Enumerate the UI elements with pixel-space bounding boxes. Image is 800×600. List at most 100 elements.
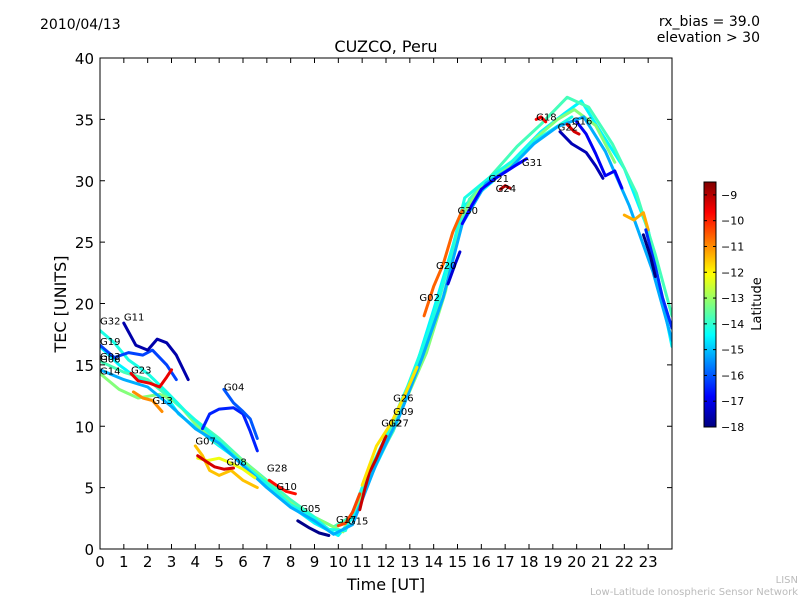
tec-track-21 bbox=[460, 157, 529, 226]
y-tick-label: 15 bbox=[75, 357, 94, 375]
tec-track-17 bbox=[358, 434, 388, 512]
tec-track-24 bbox=[558, 130, 605, 180]
credit-short: LISN bbox=[775, 575, 798, 586]
satellite-label: G07 bbox=[195, 437, 215, 448]
y-tick-label: 35 bbox=[75, 111, 94, 129]
satellite-label: G11 bbox=[124, 313, 144, 324]
x-tick-label: 10 bbox=[329, 553, 348, 571]
satellite-label: G24 bbox=[496, 184, 516, 195]
tec-track-6 bbox=[122, 321, 190, 382]
tec-track-1 bbox=[100, 95, 672, 529]
x-tick-label: 11 bbox=[353, 553, 372, 571]
colorbar-tick-label: −15 bbox=[721, 344, 744, 357]
tec-track-20 bbox=[446, 250, 462, 286]
satellite-label: G20 bbox=[436, 261, 456, 272]
y-tick-label: 5 bbox=[84, 480, 94, 498]
x-tick-label: 21 bbox=[591, 553, 610, 571]
tec-track-11 bbox=[196, 454, 235, 471]
receiver-info: rx_bias = 39.0 elevation > 30 bbox=[657, 14, 760, 46]
tec-track-27 bbox=[622, 211, 650, 232]
satellite-label: G26 bbox=[393, 394, 413, 405]
network-credit: LISN Low-Latitude Ionospheric Sensor Net… bbox=[590, 575, 798, 599]
y-tick-label: 25 bbox=[75, 234, 94, 252]
satellite-label: G13 bbox=[152, 396, 172, 407]
x-axis-label: Time [UT] bbox=[346, 575, 425, 594]
y-axis: 0 5 10 15 20 25 30 35 40 bbox=[75, 50, 672, 559]
colorbar-tick-label: −17 bbox=[721, 395, 744, 408]
satellite-label: G16 bbox=[572, 116, 592, 127]
tec-track-28 bbox=[644, 228, 672, 330]
x-tick-label: 1 bbox=[119, 553, 129, 571]
colorbar-ticks: −9 −10 −11 −12 −13 −14 −15 −16 −17 −18 bbox=[704, 189, 744, 434]
satellite-label: G14 bbox=[100, 367, 120, 378]
rx-bias-label: rx_bias = 39.0 bbox=[658, 14, 760, 30]
x-tick-label: 5 bbox=[214, 553, 224, 571]
satellite-label: G02 bbox=[419, 293, 439, 304]
x-tick-label: 8 bbox=[286, 553, 296, 571]
x-tick-label: 3 bbox=[167, 553, 177, 571]
x-tick-label: 2 bbox=[143, 553, 153, 571]
x-tick-label: 6 bbox=[238, 553, 248, 571]
satellite-label: G32 bbox=[100, 316, 120, 327]
y-tick-label: 40 bbox=[75, 50, 94, 68]
satellite-label: G10 bbox=[276, 482, 296, 493]
colorbar-tick-label: −13 bbox=[721, 292, 744, 305]
satellite-label: G19 bbox=[100, 337, 120, 348]
tec-track-16 bbox=[336, 492, 362, 528]
tec-track-14 bbox=[131, 390, 164, 413]
satellite-label: G18 bbox=[536, 113, 556, 124]
satellite-label: G27 bbox=[388, 418, 408, 429]
y-tick-label: 30 bbox=[75, 173, 94, 191]
tec-track-18 bbox=[360, 365, 419, 487]
x-tick-label: 14 bbox=[424, 553, 443, 571]
satellite-label: G03 bbox=[100, 352, 120, 363]
satellite-label: G15 bbox=[348, 516, 368, 527]
x-tick-label: 0 bbox=[95, 553, 105, 571]
x-tick-label: 12 bbox=[376, 553, 395, 571]
tec-track-19 bbox=[422, 208, 464, 318]
tec-track-0 bbox=[100, 99, 672, 537]
tec-track-5 bbox=[100, 343, 178, 382]
satellite-label: G17 bbox=[336, 515, 356, 526]
x-tick-label: 20 bbox=[567, 553, 586, 571]
credit-long: Low-Latitude Ionospheric Sensor Network bbox=[590, 587, 798, 598]
x-axis: 0 1 2 3 4 5 6 7 8 9 10 11 12 13 14 15 16 17 18 19 20 21 22 23 bbox=[95, 58, 658, 571]
satellite-label: G08 bbox=[226, 458, 246, 469]
elevation-label: elevation > 30 bbox=[656, 30, 760, 46]
x-tick-label: 9 bbox=[310, 553, 320, 571]
y-tick-label: 20 bbox=[75, 296, 94, 314]
satellite-label: G06 bbox=[100, 354, 120, 365]
tec-track-23 bbox=[534, 115, 548, 124]
tec-track-12 bbox=[267, 478, 297, 496]
satellite-label: G12 bbox=[381, 418, 401, 429]
x-tick-label: 13 bbox=[400, 553, 419, 571]
y-axis-label: TEC [UNITS] bbox=[51, 256, 70, 354]
satellite-label: G09 bbox=[393, 407, 413, 418]
x-tick-label: 23 bbox=[639, 553, 658, 571]
tec-track-7 bbox=[201, 406, 259, 453]
tec-track-13 bbox=[129, 368, 173, 389]
x-tick-label: 4 bbox=[191, 553, 201, 571]
tec-track-22 bbox=[498, 184, 512, 191]
colorbar-tick-label: −14 bbox=[721, 318, 744, 331]
tec-track-25 bbox=[575, 120, 624, 190]
x-tick-label: 15 bbox=[448, 553, 467, 571]
y-tick-label: 10 bbox=[75, 418, 94, 436]
colorbar-tick-label: −16 bbox=[721, 369, 744, 382]
tec-track-9 bbox=[193, 444, 259, 490]
tec-track-2 bbox=[100, 108, 617, 534]
satellite-label: G21 bbox=[488, 174, 508, 185]
satellite-label: G28 bbox=[267, 464, 287, 475]
satellite-label: G04 bbox=[224, 383, 244, 394]
colorbar-tick-label: −18 bbox=[721, 421, 744, 434]
tec-track-8 bbox=[222, 387, 259, 440]
series-layer bbox=[100, 95, 672, 537]
colorbar-label: Latitude bbox=[750, 277, 765, 331]
tec-track-4 bbox=[100, 115, 672, 536]
y-tick-label: 0 bbox=[84, 541, 94, 559]
tec-track-29 bbox=[641, 233, 657, 278]
chart-title: CUZCO, Peru bbox=[334, 37, 437, 56]
colorbar: −9 −10 −11 −12 −13 −14 −15 −16 −17 −18 Latitude bbox=[703, 181, 765, 434]
tec-track-26 bbox=[565, 122, 581, 136]
